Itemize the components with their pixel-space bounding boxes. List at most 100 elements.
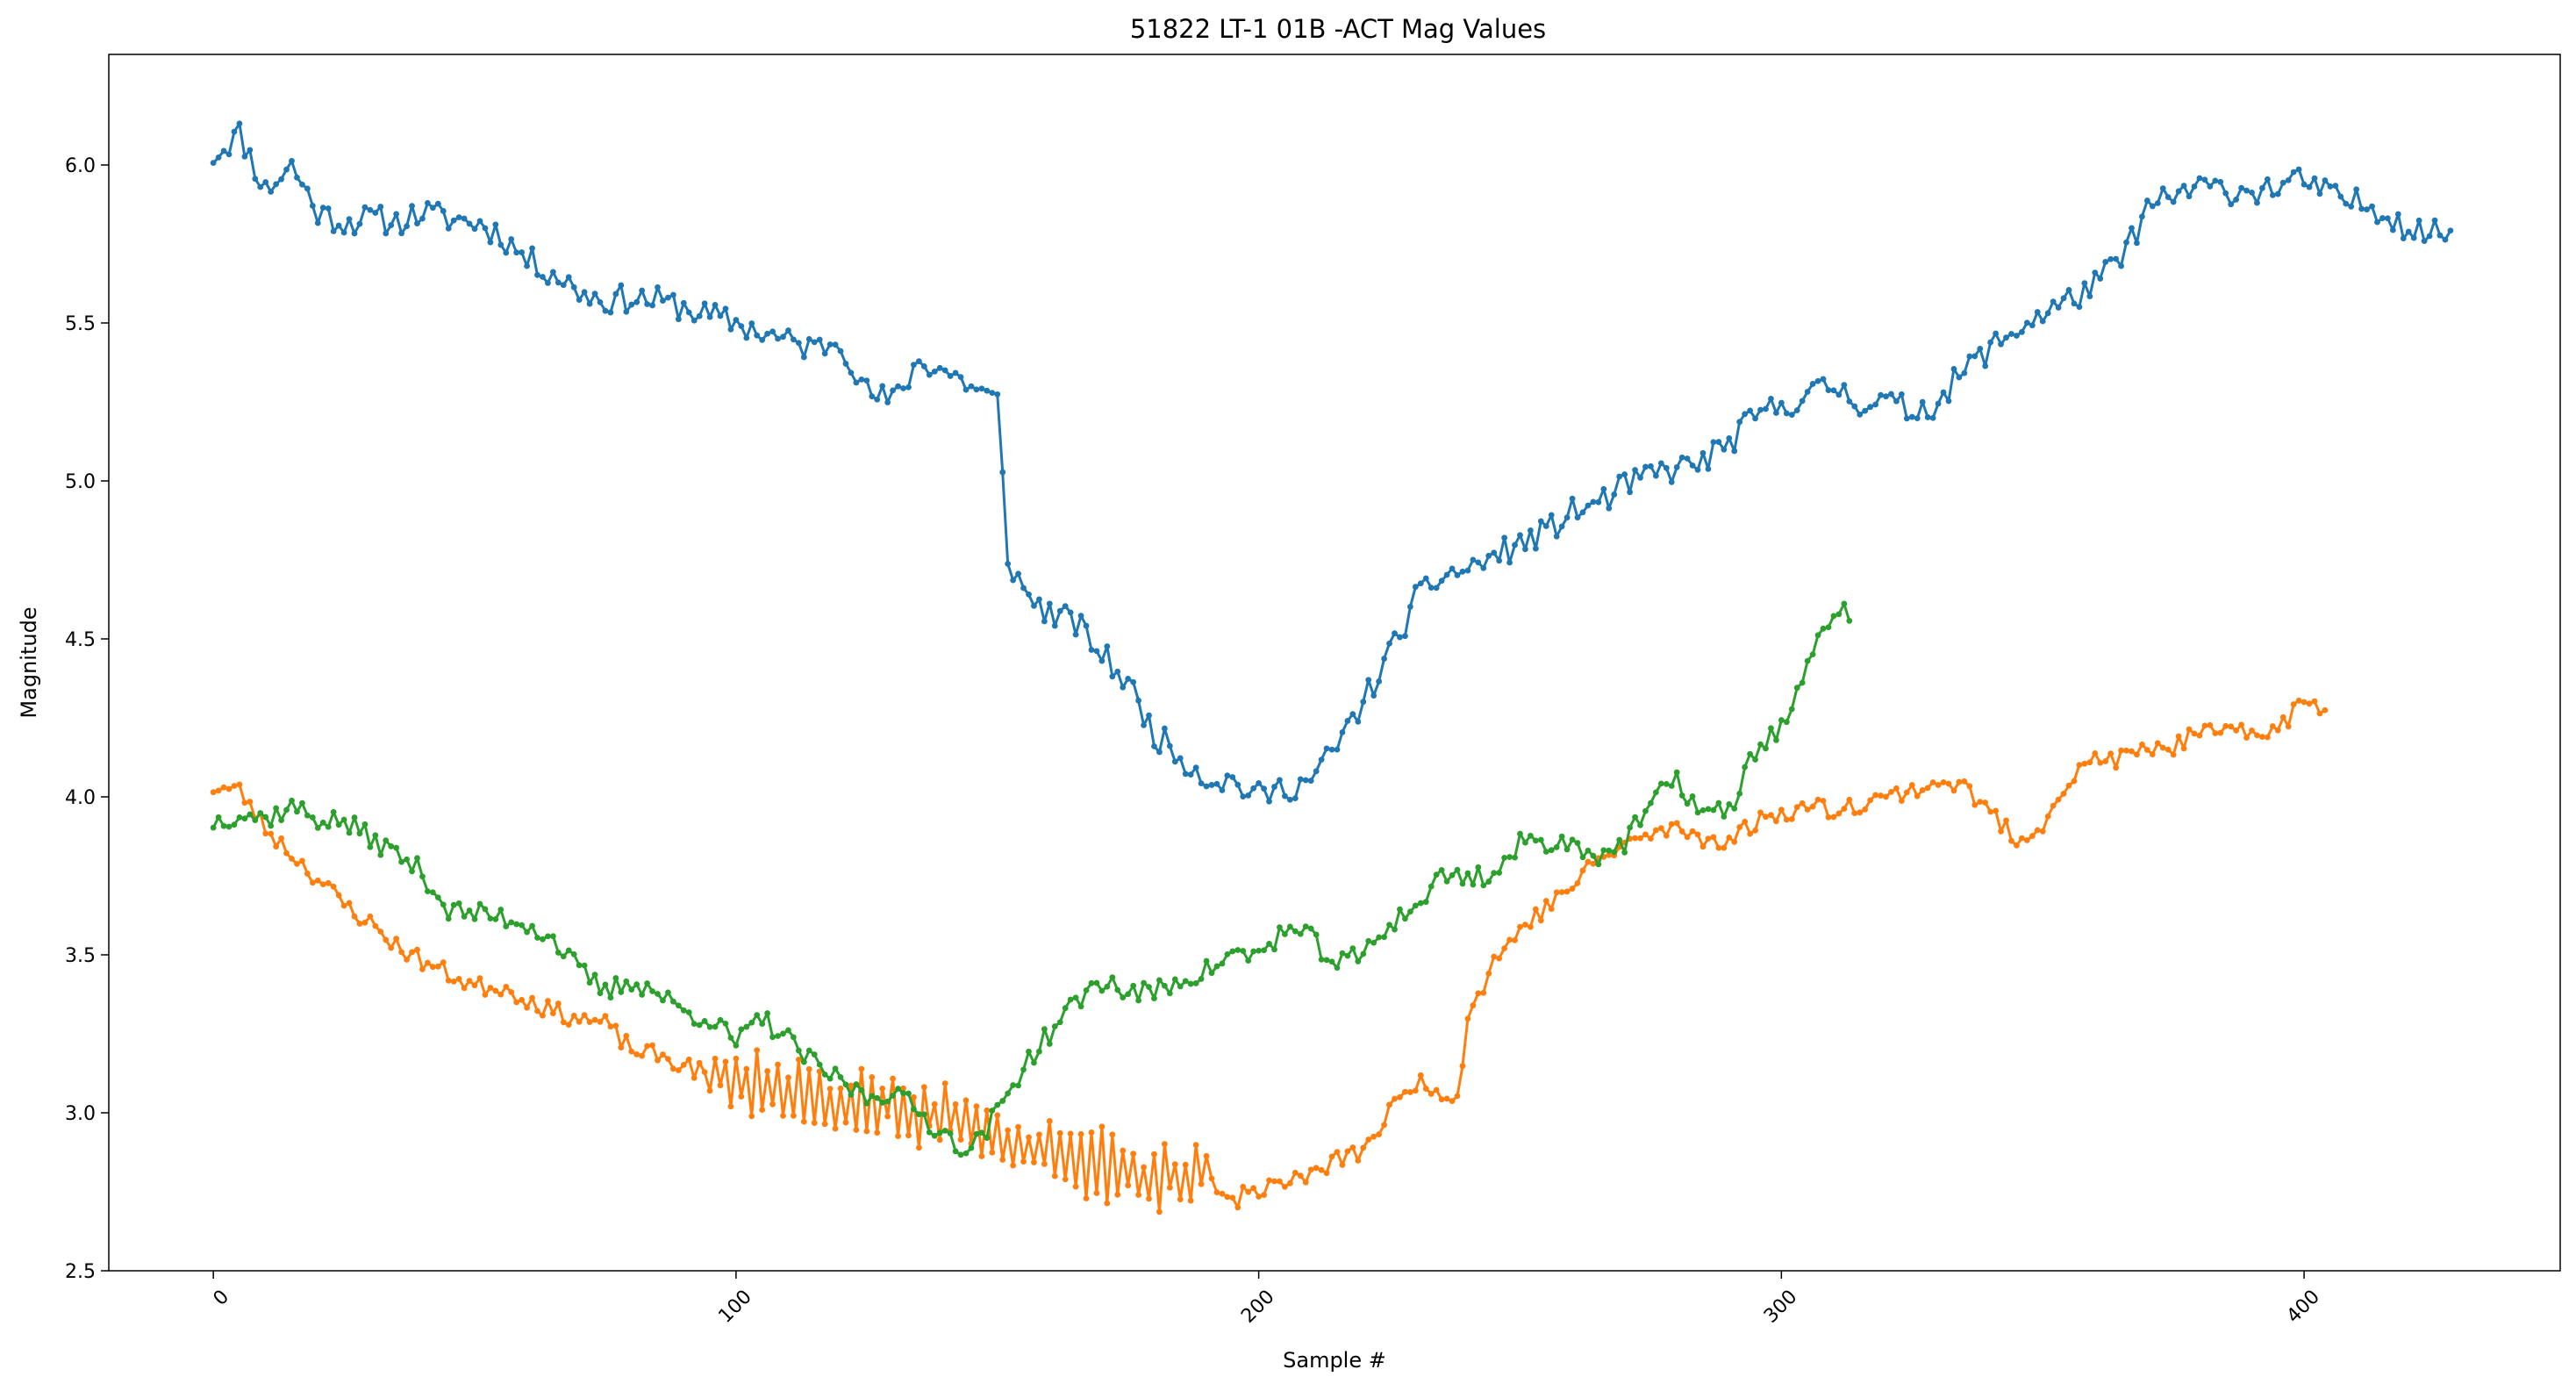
data-point bbox=[999, 469, 1006, 476]
data-point bbox=[1433, 871, 1440, 878]
data-point bbox=[2065, 782, 2072, 789]
data-point bbox=[419, 966, 426, 972]
data-point bbox=[994, 1112, 1001, 1119]
data-point bbox=[1694, 831, 1701, 838]
series-line bbox=[211, 602, 1851, 1157]
data-point bbox=[1715, 799, 1722, 807]
data-point bbox=[1574, 514, 1581, 521]
data-point bbox=[2358, 205, 2365, 212]
data-point bbox=[1736, 419, 1743, 426]
data-point bbox=[2008, 837, 2014, 844]
data-point bbox=[1365, 677, 1372, 684]
data-point bbox=[461, 215, 468, 222]
data-point bbox=[1344, 718, 1351, 724]
data-point bbox=[2285, 176, 2292, 183]
data-point bbox=[1459, 568, 1466, 575]
data-point bbox=[706, 1087, 713, 1094]
data-point bbox=[1318, 756, 1325, 764]
data-point bbox=[1261, 1192, 1267, 1198]
data-point bbox=[1464, 870, 1471, 877]
data-point bbox=[1109, 1131, 1116, 1138]
data-point bbox=[1883, 393, 1889, 400]
data-point bbox=[1825, 624, 1832, 631]
data-point bbox=[1313, 768, 1320, 775]
data-point bbox=[759, 336, 766, 343]
data-point bbox=[1412, 584, 1419, 591]
data-point bbox=[591, 1016, 598, 1023]
data-point bbox=[383, 230, 390, 237]
data-point bbox=[1177, 983, 1184, 990]
data-point bbox=[884, 1098, 891, 1105]
data-point bbox=[1606, 847, 1613, 854]
data-point bbox=[1600, 847, 1607, 854]
data-point bbox=[931, 1101, 938, 1108]
data-point bbox=[283, 807, 290, 814]
x-tick-label: 200 bbox=[1237, 1286, 1278, 1327]
data-point bbox=[1657, 825, 1664, 832]
data-point bbox=[2076, 762, 2083, 769]
data-point bbox=[837, 1073, 844, 1080]
data-point bbox=[565, 274, 572, 281]
data-point bbox=[545, 998, 551, 1004]
data-point bbox=[1563, 514, 1571, 521]
data-point bbox=[1072, 1183, 1079, 1190]
data-point bbox=[2018, 328, 2025, 335]
data-point bbox=[1077, 1130, 1084, 1137]
data-point bbox=[2029, 322, 2036, 329]
data-point bbox=[210, 824, 217, 831]
data-point bbox=[738, 323, 745, 330]
data-point bbox=[1146, 984, 1152, 991]
data-point bbox=[524, 262, 530, 269]
data-point bbox=[1187, 771, 1194, 778]
data-point bbox=[900, 1090, 906, 1096]
data-point bbox=[1830, 613, 1837, 620]
data-point bbox=[215, 154, 222, 161]
data-point bbox=[1360, 699, 1367, 706]
data-point bbox=[325, 823, 332, 830]
data-point bbox=[492, 221, 499, 228]
data-point bbox=[748, 320, 755, 326]
data-point bbox=[1072, 631, 1079, 638]
data-point bbox=[1067, 609, 1074, 616]
data-point bbox=[1673, 464, 1680, 470]
data-point bbox=[404, 223, 410, 230]
data-point bbox=[1611, 849, 1618, 856]
data-point bbox=[1475, 990, 1482, 997]
data-point bbox=[1841, 382, 1848, 389]
data-point bbox=[1945, 780, 1952, 787]
data-point bbox=[2405, 228, 2412, 235]
data-point bbox=[1778, 399, 1785, 406]
data-point bbox=[764, 1010, 771, 1016]
data-point bbox=[2060, 791, 2067, 797]
data-point bbox=[1528, 832, 1534, 839]
data-point bbox=[1993, 807, 2000, 814]
data-point bbox=[361, 821, 369, 828]
data-point bbox=[1522, 546, 1528, 553]
data-point bbox=[2212, 730, 2219, 736]
data-point bbox=[220, 784, 227, 791]
data-point bbox=[660, 1051, 666, 1058]
data-point bbox=[1098, 987, 1106, 994]
data-point bbox=[2259, 184, 2265, 191]
data-point bbox=[911, 1093, 917, 1101]
data-point bbox=[419, 873, 426, 880]
data-point bbox=[952, 369, 959, 376]
data-point bbox=[236, 781, 243, 788]
data-point bbox=[1397, 906, 1403, 913]
data-point bbox=[685, 1056, 692, 1063]
data-point bbox=[1051, 1172, 1058, 1179]
data-point bbox=[1365, 937, 1372, 944]
data-point bbox=[1757, 809, 1764, 816]
data-point bbox=[1506, 936, 1513, 943]
data-point bbox=[2436, 232, 2444, 239]
data-point bbox=[639, 992, 646, 998]
data-point bbox=[1632, 467, 1638, 473]
data-point bbox=[1715, 439, 1722, 445]
data-point bbox=[962, 1150, 970, 1157]
data-point bbox=[1532, 545, 1539, 552]
data-point bbox=[2264, 176, 2271, 183]
data-point bbox=[1010, 577, 1017, 584]
x-tick-label: 0 bbox=[210, 1286, 234, 1310]
data-point bbox=[649, 988, 655, 994]
data-point bbox=[236, 814, 243, 821]
